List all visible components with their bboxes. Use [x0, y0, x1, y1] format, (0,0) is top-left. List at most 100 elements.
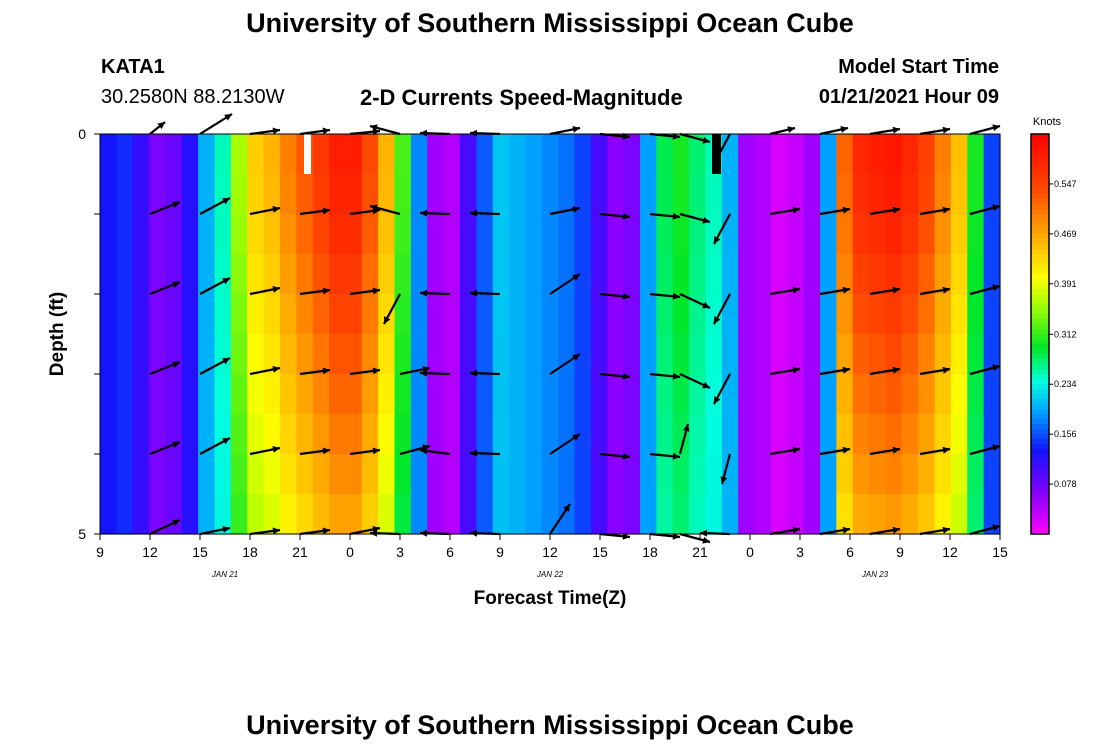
heatmap-cell: [492, 334, 510, 375]
heatmap-cell: [165, 334, 183, 375]
heatmap-cell: [476, 494, 494, 535]
heatmap-cell: [361, 254, 379, 295]
colorbar-swatch: [1031, 369, 1049, 375]
heatmap-cell: [263, 374, 281, 415]
footer-title: University of Southern Mississippi Ocean…: [246, 710, 854, 740]
heatmap-cell: [541, 294, 559, 335]
heatmap-cell: [492, 134, 510, 175]
heatmap-cell: [885, 374, 903, 415]
heatmap-cell: [640, 134, 657, 175]
heatmap-cell: [754, 374, 772, 415]
heatmap-cell: [656, 174, 674, 215]
heatmap-cell: [640, 294, 657, 335]
current-arrowhead: [992, 124, 1000, 132]
heatmap-cell: [410, 454, 428, 495]
colorbar-swatch: [1031, 189, 1049, 195]
heatmap-cell: [165, 214, 183, 255]
heatmap-cell: [787, 214, 805, 255]
heatmap-cell: [721, 174, 739, 215]
heatmap-cell: [967, 214, 985, 255]
heatmap-cell: [901, 294, 919, 335]
heatmap-cell: [149, 374, 167, 415]
heatmap-cell: [443, 134, 461, 175]
current-arrowhead: [224, 114, 232, 121]
heatmap-cell: [672, 374, 690, 415]
heatmap-cell: [950, 174, 968, 215]
heatmap-cell: [165, 454, 183, 495]
heatmap-cell: [181, 214, 199, 255]
heatmap-cell: [509, 294, 527, 335]
heatmap-cell: [607, 294, 625, 335]
colorbar-swatch: [1031, 414, 1049, 420]
heatmap-cell: [721, 414, 739, 455]
current-arrowhead: [370, 124, 378, 132]
heatmap-cell: [852, 334, 870, 375]
heatmap-cell: [427, 414, 445, 455]
current-arrowhead: [420, 529, 428, 537]
heatmap-cell: [967, 494, 985, 535]
heatmap-cell: [345, 254, 363, 295]
heatmap-cell: [263, 214, 281, 255]
colorbar-swatch: [1031, 224, 1049, 230]
heatmap-cell: [738, 334, 756, 375]
heatmap-cell: [165, 174, 183, 215]
heatmap-cell: [345, 174, 363, 215]
colorbar-swatch: [1031, 429, 1049, 435]
y-tick-label: 0: [78, 126, 86, 142]
heatmap-cell: [247, 414, 265, 455]
heatmap-cell: [689, 414, 707, 455]
heatmap-cell: [918, 214, 936, 255]
heatmap-cell: [934, 174, 952, 215]
heatmap-cell: [214, 214, 232, 255]
current-arrowhead: [372, 367, 380, 375]
heatmap-cell: [296, 334, 314, 375]
current-arrowhead: [892, 286, 900, 294]
colorbar-swatch: [1031, 229, 1049, 235]
heatmap-cell: [214, 294, 232, 335]
heatmap-cell: [885, 134, 903, 175]
current-arrowhead: [672, 452, 680, 460]
heatmap-cell: [312, 454, 330, 495]
current-arrowhead: [892, 206, 900, 214]
heatmap-cell: [132, 294, 150, 335]
heatmap-cell: [934, 294, 952, 335]
heatmap-cell: [100, 454, 117, 495]
colorbar-swatch: [1031, 339, 1049, 345]
heatmap-cell: [345, 214, 363, 255]
heatmap-cell: [721, 214, 739, 255]
heatmap-cell: [950, 254, 968, 295]
heatmap-cell: [460, 374, 477, 415]
heatmap-cell: [394, 334, 412, 375]
heatmap-cell: [427, 214, 445, 255]
heatmap-cell: [492, 254, 510, 295]
heatmap-cell: [214, 414, 232, 455]
colorbar-swatch: [1031, 234, 1049, 240]
heatmap-cell: [443, 454, 461, 495]
current-arrowhead: [992, 284, 1000, 292]
heatmap-cell: [656, 134, 674, 175]
heatmap-cell: [263, 254, 281, 295]
heatmap-cell: [950, 494, 968, 535]
colorbar-swatch: [1031, 374, 1049, 380]
colorbar-swatch: [1031, 469, 1049, 475]
surface-marker-black: [712, 134, 721, 174]
heatmap-cell: [901, 454, 919, 495]
heatmap-cell: [590, 254, 608, 295]
heatmap-cell: [950, 134, 968, 175]
plot-title: 2-D Currents Speed-Magnitude: [360, 85, 683, 110]
heatmap-cell: [476, 294, 494, 335]
heatmap-cell: [918, 134, 936, 175]
heatmap-cell: [345, 454, 363, 495]
current-arrowhead: [384, 316, 391, 324]
current-arrowhead: [702, 301, 710, 309]
colorbar-swatch: [1031, 494, 1049, 500]
heatmap-cell: [361, 294, 379, 335]
heatmap-cell: [345, 494, 363, 535]
heatmap-cell: [656, 294, 674, 335]
colorbar-swatch: [1031, 409, 1049, 415]
heatmap-cell: [443, 334, 461, 375]
colorbar-swatch: [1031, 484, 1049, 490]
heatmap-cell: [607, 374, 625, 415]
current-arrowhead: [702, 381, 710, 389]
current-arrowhead: [702, 536, 710, 544]
